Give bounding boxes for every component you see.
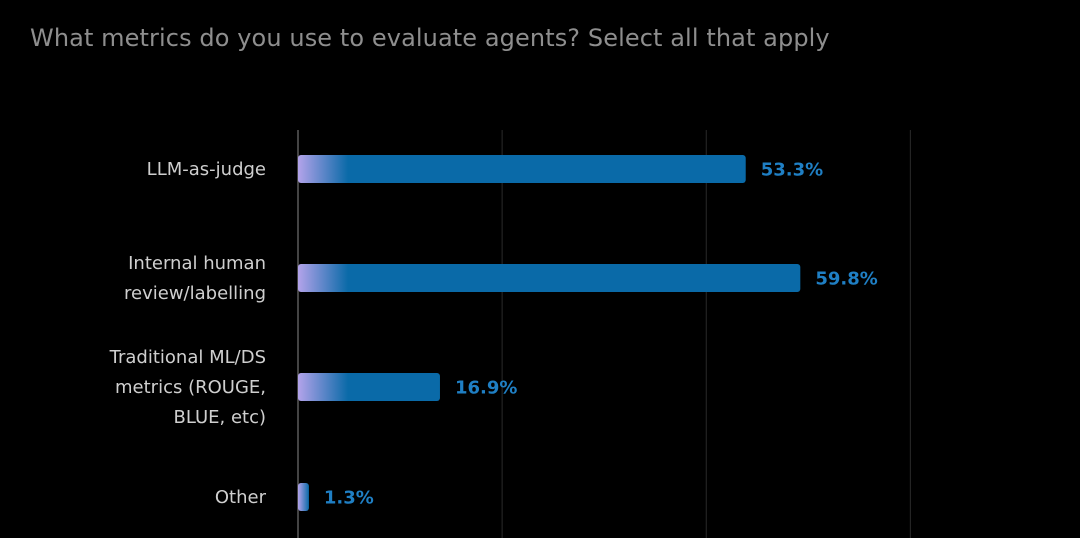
gridlines bbox=[297, 130, 911, 538]
bar-3 bbox=[298, 483, 309, 511]
bar-0 bbox=[298, 155, 746, 183]
bar-2 bbox=[298, 373, 440, 401]
category-label-1: Internal human review/labelling bbox=[124, 253, 266, 304]
category-label-0: LLM-as-judge bbox=[147, 159, 266, 180]
value-label-1: 59.8% bbox=[815, 269, 877, 290]
value-label-3: 1.3% bbox=[324, 488, 374, 509]
bars bbox=[298, 155, 801, 511]
value-label-2: 16.9% bbox=[455, 378, 517, 399]
category-label-2: Traditional ML/DS metrics (ROUGE, BLUE, et… bbox=[109, 347, 266, 428]
category-label-3: Other bbox=[215, 487, 267, 508]
value-label-0: 53.3% bbox=[761, 160, 823, 181]
bar-1 bbox=[298, 264, 801, 292]
labels: 53.3% LLM-as-judge 59.8% Internal human revi… bbox=[109, 159, 878, 509]
chart-title: What metrics do you use to evaluate agen… bbox=[30, 24, 830, 52]
